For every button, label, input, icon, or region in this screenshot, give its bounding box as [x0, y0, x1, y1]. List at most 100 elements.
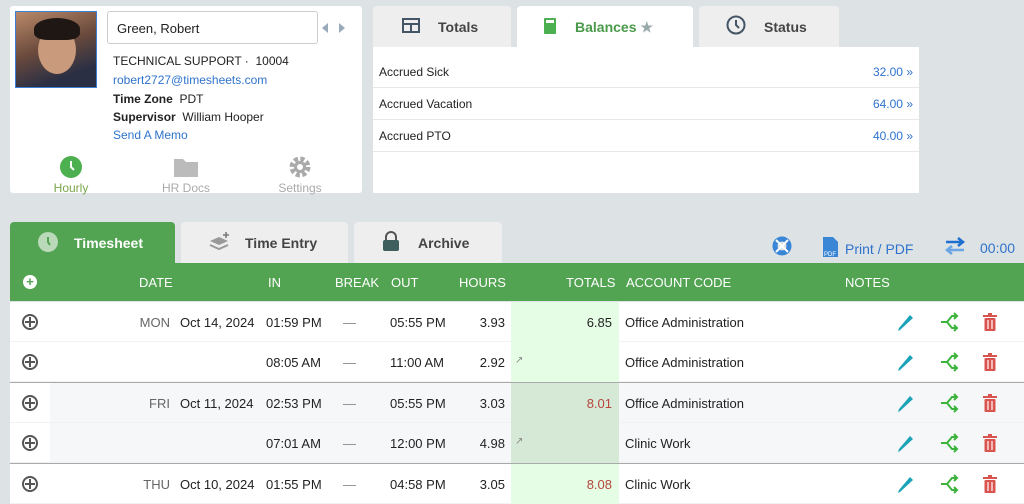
edit-icon[interactable]: [896, 474, 914, 497]
tab-status[interactable]: Status: [699, 6, 839, 47]
edit-icon[interactable]: [896, 352, 914, 375]
cell-total: 6.85: [586, 315, 612, 330]
split-icon[interactable]: [939, 393, 959, 416]
tab-label: Status: [764, 18, 807, 35]
star-icon[interactable]: ★: [640, 18, 654, 35]
supervisor: William Hooper: [182, 110, 264, 124]
nav-settings[interactable]: Settings: [260, 156, 340, 195]
delete-icon[interactable]: [982, 352, 998, 375]
tab-label: Time Entry: [245, 234, 318, 251]
cell-hours: 3.93: [479, 315, 505, 330]
edit-icon[interactable]: [896, 312, 914, 335]
tab-totals[interactable]: Totals: [373, 6, 511, 47]
cell-in[interactable]: 02:53 PM: [266, 396, 322, 411]
timer-button[interactable]: 00:00: [944, 236, 1015, 259]
cell-account[interactable]: Clinic Work: [625, 477, 691, 492]
delete-icon[interactable]: [982, 433, 998, 456]
cell-out[interactable]: 05:55 PM: [390, 315, 446, 330]
col-date: DATE: [139, 275, 173, 290]
table-header: + DATE IN BREAK OUT HOURS TOTALS ACCOUNT…: [10, 263, 1024, 301]
print-pdf-button[interactable]: PDF Print / PDF: [822, 236, 913, 261]
cell-in[interactable]: 01:59 PM: [266, 315, 322, 330]
add-entry-icon[interactable]: [22, 476, 38, 492]
employee-select[interactable]: Green, Robert: [107, 11, 318, 44]
cell-break: —: [343, 315, 356, 330]
cell-date: Oct 10, 2024: [180, 477, 255, 492]
split-icon[interactable]: [939, 352, 959, 375]
balance-value[interactable]: 64.00 »: [872, 96, 913, 111]
group-divider: [10, 463, 1024, 464]
cell-out[interactable]: 04:58 PM: [390, 477, 446, 492]
split-icon[interactable]: [939, 312, 959, 335]
cell-total: 8.01: [586, 396, 612, 411]
clock-icon: [726, 15, 746, 38]
nav-label: Settings: [278, 181, 322, 195]
add-entry-icon[interactable]: [22, 395, 38, 411]
col-account: ACCOUNT CODE: [626, 275, 732, 290]
tab-label: Balances: [575, 19, 637, 35]
lifebuoy-icon: [772, 236, 792, 259]
cell-total: 8.08: [586, 477, 612, 492]
table-row: MON Oct 14, 2024 01:59 PM — 05:55 PM 3.93 6.85…: [10, 302, 1024, 342]
next-employee-icon[interactable]: [339, 23, 345, 33]
balance-row[interactable]: Accrued Sick 32.00 »: [373, 56, 919, 88]
cell-hours: 3.05: [479, 477, 505, 492]
cell-day: THU: [143, 477, 170, 492]
totals-cell: [511, 383, 619, 423]
cell-in[interactable]: 01:55 PM: [266, 477, 322, 492]
tab-label: Totals: [438, 18, 479, 35]
folder-icon: [146, 156, 226, 178]
linked-total-icon: ↗: [515, 436, 524, 447]
add-all-icon[interactable]: +: [23, 275, 37, 289]
layers-plus-icon: [209, 231, 231, 254]
tab-balances[interactable]: Balances ★: [517, 6, 693, 48]
balance-row[interactable]: Accrued Vacation 64.00 »: [373, 88, 919, 120]
balance-value[interactable]: 32.00 »: [872, 64, 913, 79]
timer: 00:00: [980, 239, 1016, 256]
cell-in[interactable]: 08:05 AM: [266, 355, 321, 370]
cell-out[interactable]: 11:00 AM: [390, 355, 444, 370]
email-link[interactable]: robert2727@timesheets.com: [113, 73, 268, 87]
department: TECHNICAL SUPPORT ·: [113, 54, 249, 68]
tab-time-entry[interactable]: Time Entry: [181, 222, 348, 263]
table-row: 08:05 AM — 11:00 AM 2.92 ↗ Office Administrat…: [10, 342, 1024, 382]
tab-timesheet[interactable]: Timesheet: [10, 222, 175, 264]
split-icon[interactable]: [939, 474, 959, 497]
gear-icon: [260, 156, 340, 178]
cell-account[interactable]: Office Administration: [625, 355, 744, 370]
delete-icon[interactable]: [982, 312, 998, 335]
cell-account[interactable]: Office Administration: [625, 315, 744, 330]
svg-text:PDF: PDF: [824, 252, 836, 258]
avatar: [15, 11, 97, 88]
table-row: 07:01 AM — 12:00 PM 4.98 ↗ Clinic Work: [10, 423, 1024, 463]
delete-icon[interactable]: [982, 393, 998, 416]
balances-panel: Accrued Sick 32.00 » Accrued Vacation 64.00…: [373, 47, 919, 193]
cell-out[interactable]: 12:00 PM: [390, 436, 446, 451]
tab-archive[interactable]: Archive: [354, 222, 502, 263]
nav-hourly[interactable]: Hourly: [31, 156, 111, 195]
add-entry-icon[interactable]: [22, 435, 38, 451]
edit-icon[interactable]: [896, 393, 914, 416]
cell-account[interactable]: Clinic Work: [625, 436, 691, 451]
cell-in[interactable]: 07:01 AM: [266, 436, 321, 451]
nav-hr-docs[interactable]: HR Docs: [146, 156, 226, 195]
table-icon: [402, 17, 420, 36]
cell-out[interactable]: 05:55 PM: [390, 396, 446, 411]
balance-value[interactable]: 40.00 »: [872, 128, 913, 143]
balance-row[interactable]: Accrued PTO 40.00 »: [373, 120, 919, 152]
send-memo-link[interactable]: Send A Memo: [113, 128, 188, 142]
timezone-label: Time Zone: [113, 92, 173, 106]
timezone: PDT: [179, 92, 204, 106]
split-icon[interactable]: [939, 433, 959, 456]
delete-icon[interactable]: [982, 474, 998, 497]
prev-employee-icon[interactable]: [322, 23, 328, 33]
help-button[interactable]: [772, 236, 792, 259]
edit-icon[interactable]: [896, 433, 914, 456]
totals-cell: [511, 342, 619, 382]
nav-label: Hourly: [53, 181, 89, 195]
nav-label: HR Docs: [161, 181, 210, 195]
add-entry-icon[interactable]: [22, 354, 38, 370]
col-notes: NOTES: [845, 275, 890, 290]
add-entry-icon[interactable]: [22, 314, 38, 330]
cell-account[interactable]: Office Administration: [625, 396, 744, 411]
